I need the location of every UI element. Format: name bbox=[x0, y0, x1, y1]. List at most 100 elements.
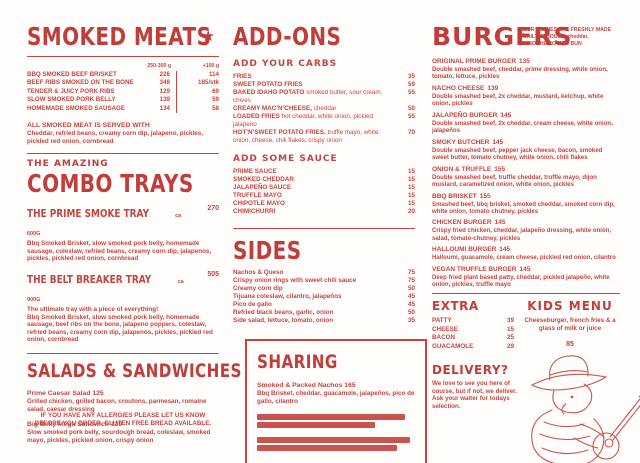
side-price: 50 bbox=[407, 309, 415, 316]
tray-desc: Bbq Smoked Brisket, slow smoked pork bel… bbox=[27, 240, 212, 263]
delivery-text: We love to see you here of course, but i… bbox=[432, 380, 517, 410]
burger-item: SMOKY BUTCHER 145 Double smashed beef, pe… bbox=[432, 139, 620, 161]
burger-desc: Smashed beef, bbq brisket, smoked chedda… bbox=[432, 200, 615, 215]
side-item: Side salad, lettuce, tomato, onion 35 bbox=[233, 317, 415, 325]
combo-tray-list: THE PRIME SMOKE TRAY ca 600G 270 Bbq Smo… bbox=[27, 204, 219, 344]
col-header-plus100g: +100 g bbox=[202, 63, 219, 69]
salad-item: Prime Caesar Salad 125 Grilled chicken, … bbox=[27, 389, 219, 413]
burger-price: 145 bbox=[492, 138, 504, 146]
extra-name: BACON bbox=[432, 334, 456, 342]
carb-item: BAKED IDAHO POTATO smoked butter, sour c… bbox=[233, 89, 415, 105]
side-name: Tijuana coleslaw, cilantro, jalapeños bbox=[233, 293, 342, 300]
sauce-price: 15 bbox=[407, 184, 415, 191]
side-price: 75 bbox=[407, 277, 415, 284]
meat-price-extra: 59 bbox=[176, 96, 219, 105]
side-item: Tijuana coleslaw, cilantro, jalapeños 45 bbox=[233, 293, 415, 301]
burger-name: JALAPEÑO BURGER bbox=[432, 111, 498, 119]
carb-item: SWEET POTATO FRIES 59 bbox=[233, 81, 415, 89]
carb-item: HOT’N’SWEET POTATO FRIES, truffle mayo, … bbox=[233, 129, 415, 145]
burger-desc: Double smashed beef, pepper jack cheese,… bbox=[432, 146, 603, 161]
divider bbox=[27, 352, 219, 354]
salad-item: Big Belly Mega Sandwich 139 Slow smoked … bbox=[27, 420, 219, 444]
highlight-bar bbox=[257, 422, 375, 429]
extra-list: PATTY 39 CHEESE 15 BACON 25 bbox=[432, 317, 514, 351]
combo-tray: THE BELT BREAKER TRAY ca 900G 505 The ul… bbox=[27, 270, 219, 344]
sauce-name: JALAPEÑO SAUCE bbox=[233, 184, 292, 191]
side-name: Creamy corn dip bbox=[233, 285, 283, 292]
tray-name: THE PRIME SMOKE TRAY bbox=[27, 208, 150, 221]
sides-list: Nachos & Queso 75 Crispy onion rings wit… bbox=[233, 269, 415, 325]
carb-name: CREAMY MAC’N’CHEESE, bbox=[233, 105, 312, 112]
meat-price-extra: 58 bbox=[176, 104, 219, 114]
extra-item: GUACAMOLE 29 bbox=[432, 343, 514, 351]
column-burgers: BURGERS OUR PATTIES ARE FRESHLY MADE DAI… bbox=[432, 24, 620, 410]
divider bbox=[27, 153, 219, 155]
meat-name: Slow smoked pork belly bbox=[27, 96, 116, 104]
side-item: Crispy onion rings with sweet chili sauc… bbox=[233, 277, 415, 285]
extra-price: 15 bbox=[506, 325, 514, 333]
side-price: 75 bbox=[407, 269, 415, 276]
burger-item: BBQ BRISKET 155 Smashed beef, bbq brisket… bbox=[432, 193, 620, 215]
side-price: 35 bbox=[407, 317, 415, 324]
combo-kicker: THE AMAZING bbox=[27, 159, 109, 170]
sauce-item: JALAPEÑO SAUCE 15 bbox=[233, 184, 415, 192]
meat-price-extra: 185/stk bbox=[176, 79, 219, 88]
salad-name: Prime Caesar Salad 125 bbox=[27, 389, 104, 397]
extra-item: PATTY 39 bbox=[432, 317, 514, 325]
carb-price: 55 bbox=[407, 89, 415, 96]
salad-name: Big Belly Mega Sandwich 139 bbox=[27, 421, 123, 429]
carbs-subtitle: ADD YOUR CARBS bbox=[233, 59, 338, 69]
sauce-price: 15 bbox=[407, 192, 415, 199]
meat-price-main: 226 bbox=[159, 71, 170, 78]
column-smoked-meats: SMOKED MEATS ★ 250-300 g +100 g Bbq smok… bbox=[27, 24, 241, 444]
burger-item: VEGAN TRUFFLE BURGER 145 Deep fried plant… bbox=[432, 266, 620, 288]
burger-desc: Halloumi, guacamole, cream cheese, pickl… bbox=[432, 254, 616, 262]
burgers-note-line: BRIOCHE POTATO BUN bbox=[523, 41, 582, 47]
sauce-name: CHIMICHURRI bbox=[233, 208, 276, 215]
burgers-note: OUR PATTIES ARE FRESHLY MADE DAILY IN HO… bbox=[523, 27, 620, 48]
burger-name: ORIGINAL PRIME BURGER bbox=[432, 58, 517, 65]
burger-name: CHICKEN BURGER bbox=[432, 219, 492, 227]
smoked-meat-row: Slow smoked pork belly 139 59 bbox=[27, 96, 219, 105]
carb-price: 55 bbox=[407, 113, 415, 120]
burgers-note-line: DAILY IN HOUSE, cheddar, bbox=[523, 34, 589, 40]
smoked-meat-row: Homemade smoked sausage 134 58 bbox=[27, 104, 219, 114]
carb-desc: truffle mayo, white onion, cheese, chili… bbox=[233, 129, 379, 144]
burger-price: 155 bbox=[479, 192, 491, 200]
meat-price-main: 348 bbox=[159, 79, 170, 87]
sauce-price: 20 bbox=[407, 208, 415, 215]
burger-name: SMOKY BUTCHER bbox=[432, 138, 490, 146]
sharing-item-desc: Bbq Brisket, cheddar, guacamole, jalapeñ… bbox=[257, 390, 415, 405]
burger-item: JALAPEÑO BURGER 145 Double smashed beef, … bbox=[432, 112, 620, 134]
burger-price: 145 bbox=[499, 246, 511, 254]
salads-title: SALADS & SANDWICHES bbox=[27, 359, 242, 382]
meat-name: Homemade smoked sausage bbox=[27, 104, 125, 112]
burger-item: NACHO CHEESE 139 Double smashed beef, 2x … bbox=[432, 85, 620, 107]
tray-price: 505 bbox=[207, 271, 219, 278]
meat-name: Tender & juicy pork ribs bbox=[27, 87, 115, 95]
burger-price: 139 bbox=[487, 84, 499, 92]
sauce-name: SMOKED CHEDDAR bbox=[233, 176, 294, 183]
salad-desc: Grilled chicken, grilled bacon, croutons… bbox=[27, 397, 207, 413]
extra-name: CHEESE bbox=[432, 325, 458, 333]
served-with-title: ALL SMOKED MEAT IS SERVED WITH bbox=[27, 122, 150, 130]
carb-name: HOT’N’SWEET POTATO FRIES, bbox=[233, 129, 326, 136]
burger-desc: Double smashed beef, 2x cheddar, mustard… bbox=[432, 92, 604, 108]
salads-list: Prime Caesar Salad 125 Grilled chicken, … bbox=[27, 389, 219, 444]
kids-desc: Cheeseburger, french fries & a glass of … bbox=[524, 317, 616, 333]
tray-price: 270 bbox=[207, 205, 219, 213]
side-name: Nachos & Queso bbox=[233, 269, 284, 276]
side-item: Refried black beans, garlic, onion 50 bbox=[233, 309, 415, 317]
smoked-meats-price-headers: 250-300 g +100 g bbox=[27, 63, 219, 69]
carb-item: FRIES 35 bbox=[233, 73, 415, 81]
mascot-guitar-critter-icon bbox=[530, 355, 640, 463]
salad-desc: Slow smoked pork belly, sourdough bread,… bbox=[27, 429, 211, 444]
divider bbox=[233, 228, 415, 229]
burger-item: ORIGINAL PRIME BURGER 135 Double smashed … bbox=[432, 58, 620, 80]
burger-price: 145 bbox=[500, 111, 512, 119]
extra-item: CHEESE 15 bbox=[432, 326, 514, 334]
extra-name: GUACAMOLE bbox=[432, 342, 474, 350]
tray-name: THE BELT BREAKER TRAY bbox=[27, 274, 152, 286]
carbs-list: FRIES 35 SWEET POTATO FRIES 59 BAKED IDA… bbox=[233, 73, 415, 145]
burger-price: 145 bbox=[519, 266, 531, 274]
